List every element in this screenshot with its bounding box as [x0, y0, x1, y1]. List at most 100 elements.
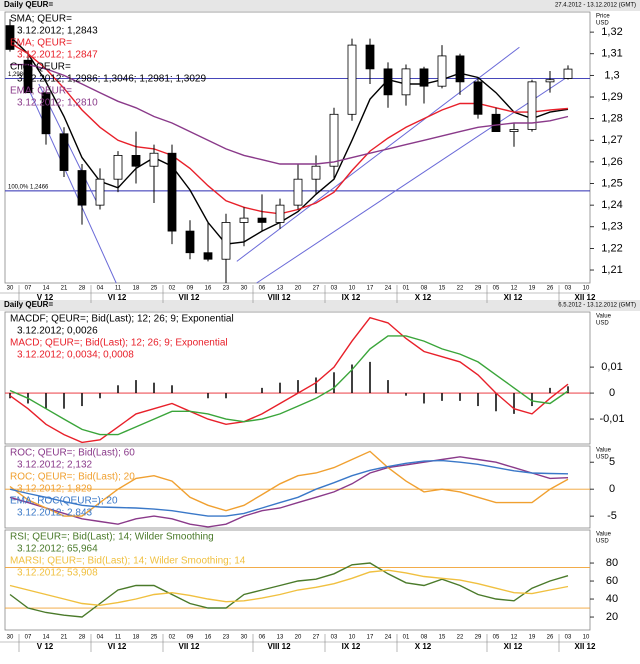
x-tick-label: 07: [25, 635, 32, 641]
y-tick-label: 1,25: [601, 177, 622, 189]
x-tick-label: 08: [421, 286, 428, 292]
y-tick-label: 1,23: [601, 221, 622, 233]
x-tick-label: 01: [403, 286, 410, 292]
candle-body: [491, 113, 501, 133]
x-tick-label: 15: [439, 286, 446, 292]
legend-name: ROC; QEUR=; Bid(Last); 20: [10, 472, 135, 483]
legend-value: 3.12.2012; 2,132: [17, 460, 93, 471]
x-tick-label: 29: [475, 635, 482, 641]
candle-body: [509, 129, 519, 133]
x-tick-label: 17: [367, 286, 374, 292]
x-tick-label: 07: [25, 286, 32, 292]
x-tick-label: 28: [79, 286, 86, 292]
x-tick-label: 10: [583, 286, 590, 292]
axis-unit: USD: [596, 321, 609, 327]
x-tick-label: 02: [169, 286, 176, 292]
x-tick-label: 16: [205, 286, 212, 292]
x-tick-label: 04: [97, 635, 104, 641]
month-label: VI 12: [108, 642, 127, 651]
candle-body: [401, 68, 411, 96]
x-tick-label: 20: [295, 635, 302, 641]
legend-value: 3.12.2012; 53,908: [17, 568, 98, 579]
series-line: [9, 456, 569, 528]
candle-body: [131, 154, 141, 167]
trend-line: [23, 79, 117, 284]
level-label: 100,0% 1,2466: [8, 184, 49, 190]
plot-frame: [4, 311, 591, 445]
x-tick-label: 27: [313, 286, 320, 292]
candle-body: [383, 68, 393, 96]
candle-body: [563, 68, 573, 79]
y-tick-label: 0: [609, 483, 615, 495]
x-tick-label: 08: [421, 635, 428, 641]
y-tick-label: 1,31: [601, 48, 622, 60]
legend-name: MACDF; QEUR=; Bid(Last); 12; 26; 9; Expo…: [10, 314, 234, 325]
y-tick-label: 0: [609, 387, 615, 399]
date-range: 27.4.2012 - 13.12.2012 (GMT): [555, 3, 636, 9]
month-label: XI 12: [504, 293, 523, 302]
legend-value: 3.12.2012; 1,2843: [17, 26, 98, 37]
date-range: 6.5.2012 - 13.12.2012 (GMT): [558, 303, 636, 309]
axis-label: Value: [596, 532, 612, 538]
x-tick-label: 21: [61, 286, 68, 292]
plot-frame: [4, 11, 591, 284]
month-label: V 12: [37, 642, 54, 651]
legend-name: EMA; QEUR=: [10, 38, 72, 49]
y-tick-label: 0,01: [601, 361, 622, 373]
candle-body: [527, 81, 537, 130]
candle-body: [437, 55, 447, 87]
x-tick-label: 03: [565, 286, 572, 292]
x-tick-label: 30: [241, 286, 248, 292]
x-tick-label: 13: [277, 286, 284, 292]
x-tick-label: 20: [295, 286, 302, 292]
x-tick-label: 06: [259, 286, 266, 292]
legend-value: 3.12.2012; 0,0026: [17, 326, 98, 337]
month-label: VIII 12: [267, 642, 291, 651]
x-tick-label: 23: [223, 635, 230, 641]
candle-body: [257, 217, 267, 223]
candle-body: [185, 230, 195, 254]
legend-value: 3.12.2012; 1,2810: [17, 98, 98, 109]
x-tick-label: 17: [367, 635, 374, 641]
x-tick-label: 10: [349, 635, 356, 641]
candle-body: [221, 222, 231, 260]
legend-value: 3.12.2012; 1,2847: [17, 50, 98, 61]
x-tick-label: 12: [511, 286, 518, 292]
x-tick-label: 14: [43, 286, 50, 292]
legend-value: 3.12.2012; 1,2986; 1,3046; 1,2981; 1,302…: [17, 74, 206, 85]
axis-unit: USD: [596, 539, 609, 545]
x-tick-label: 22: [457, 286, 464, 292]
x-tick-label: 12: [511, 635, 518, 641]
axis-label: Value: [596, 314, 612, 320]
x-tick-label: 29: [475, 286, 482, 292]
x-tick-label: 15: [439, 635, 446, 641]
x-tick-label: 09: [187, 286, 194, 292]
x-tick-label: 16: [205, 635, 212, 641]
legend-value: 3.12.2012; 0,0034; 0,0008: [17, 350, 134, 361]
panel-title: Daily QEUR=: [4, 300, 53, 309]
series-line: [9, 450, 569, 517]
level-label: 1,2986: [8, 72, 27, 78]
candle-body: [545, 79, 555, 83]
candle-body: [419, 68, 429, 87]
x-tick-label: 03: [565, 635, 572, 641]
legend-name: EMA; ROC(QEUR=); 20: [10, 496, 118, 507]
candle-body: [311, 165, 321, 180]
series-line: [9, 316, 569, 444]
month-label: VII 12: [179, 642, 200, 651]
legend-name: RSI; QEUR=; Bid(Last); 14; Wilder Smooth…: [10, 532, 214, 543]
y-tick-label: 40: [606, 593, 618, 605]
x-tick-label: 30: [7, 635, 14, 641]
x-tick-label: 10: [583, 635, 590, 641]
candle-body: [203, 252, 213, 260]
candle-body: [167, 152, 177, 232]
month-label: XII 12: [575, 642, 596, 651]
legend-name: Cndl; QEUR=: [10, 62, 71, 73]
candle-body: [149, 152, 159, 167]
legend-name: SMA; QEUR=: [10, 14, 72, 25]
y-tick-label: 1,26: [601, 156, 622, 168]
x-tick-label: 11: [115, 635, 122, 641]
y-tick-label: 1,29: [601, 91, 622, 103]
series-line: [9, 459, 569, 517]
y-tick-label: 1,3: [604, 69, 619, 81]
